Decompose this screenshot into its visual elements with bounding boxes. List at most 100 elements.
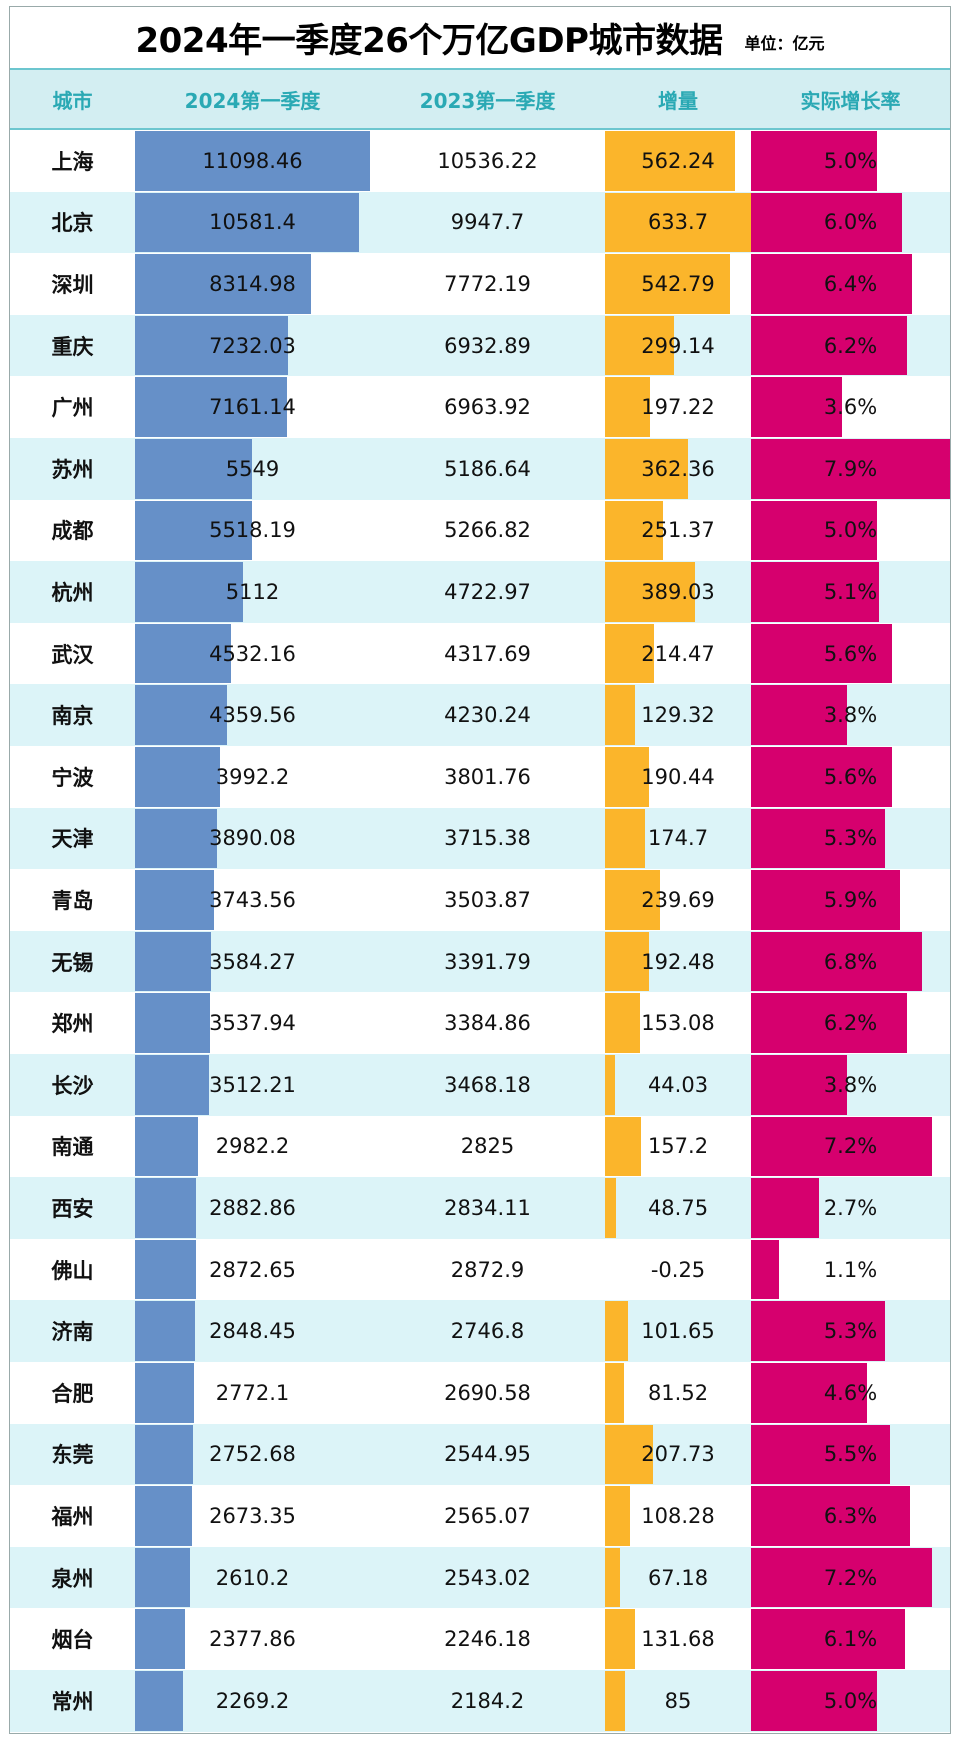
- growth-bar: [751, 1424, 890, 1485]
- increase-label: 239.69: [641, 887, 715, 912]
- q2024-bar: [135, 685, 228, 745]
- q2023-label: 4722.97: [444, 579, 531, 604]
- q2024-label: 3584.27: [209, 949, 296, 974]
- growth-cell: 6.1%: [751, 1608, 950, 1670]
- growth-cell: 5.5%: [751, 1424, 950, 1486]
- increase-cell: 85: [605, 1670, 751, 1732]
- city-label: 南通: [51, 1135, 94, 1160]
- increase-cell: 214.47: [605, 623, 751, 685]
- increase-bar: [605, 192, 751, 253]
- growth-bar: [751, 685, 847, 745]
- table-row: 苏州 5549 5186.64 362.36 7.9%: [10, 438, 950, 500]
- increase-label: 207.73: [641, 1442, 715, 1467]
- growth-cell: 5.6%: [751, 623, 950, 685]
- table-row: 无锡 3584.27 3391.79 192.48 6.8%: [10, 930, 950, 993]
- table-row: 上海 11098.46 10536.22 562.24 5.0%: [10, 130, 950, 192]
- growth-label: 1.1%: [823, 1257, 878, 1282]
- table-row: 北京 10581.4 9947.7 633.7 6.0%: [10, 191, 950, 254]
- increase-bar: [605, 1486, 630, 1546]
- q2024-label: 2882.86: [209, 1195, 296, 1220]
- increase-label: 633.7: [647, 210, 709, 235]
- city-label: 无锡: [51, 950, 94, 975]
- increase-label: 389.03: [641, 579, 715, 604]
- growth-cell: 7.2%: [751, 1116, 950, 1178]
- q2024-label: 3890.08: [209, 826, 296, 851]
- q2023-cell: 2690.58: [370, 1362, 605, 1424]
- city-cell: 郑州: [10, 992, 135, 1054]
- increase-bar: [605, 1301, 629, 1361]
- increase-cell: 362.36: [605, 438, 751, 500]
- q2023-cell: 2834.11: [370, 1177, 605, 1239]
- increase-label: 81.52: [647, 1380, 709, 1405]
- increase-label: 251.37: [641, 518, 715, 543]
- q2024-bar: [135, 808, 218, 869]
- growth-label: 5.9%: [823, 887, 878, 912]
- increase-cell: 251.37: [605, 500, 751, 562]
- increase-cell: 48.75: [605, 1177, 751, 1239]
- q2024-label: 2982.2: [215, 1134, 290, 1159]
- growth-label: 5.3%: [823, 826, 878, 851]
- q2023-cell: 3503.87: [370, 869, 605, 931]
- q2023-cell: 2246.18: [370, 1608, 605, 1670]
- increase-cell: 299.14: [605, 315, 751, 377]
- increase-bar: [605, 1671, 625, 1731]
- increase-bar: [605, 808, 646, 869]
- city-cell: 苏州: [10, 438, 135, 500]
- table-row: 东莞 2752.68 2544.95 207.73 5.5%: [10, 1423, 950, 1486]
- growth-cell: 4.6%: [751, 1362, 950, 1424]
- increase-cell: 67.18: [605, 1547, 751, 1609]
- q2023-label: 2825: [460, 1134, 515, 1159]
- q2023-cell: 4230.24: [370, 684, 605, 746]
- increase-label: 192.48: [641, 949, 715, 974]
- table-row: 佛山 2872.65 2872.9 -0.25 1.1%: [10, 1239, 950, 1301]
- increase-bar: [605, 315, 674, 376]
- growth-bar: [751, 562, 880, 622]
- city-label: 泉州: [51, 1566, 94, 1591]
- q2024-cell: 11098.46: [135, 130, 370, 192]
- q2024-cell: 2752.68: [135, 1424, 370, 1486]
- increase-cell: 542.79: [605, 253, 751, 315]
- q2023-label: 3503.87: [444, 887, 531, 912]
- table-frame: [9, 6, 951, 1734]
- table-row: 深圳 8314.98 7772.19 542.79 6.4%: [10, 253, 950, 315]
- q2023-cell: 2184.2: [370, 1670, 605, 1732]
- q2023-cell: 6963.92: [370, 376, 605, 438]
- increase-label: 48.75: [647, 1195, 709, 1220]
- city-label: 宁波: [51, 765, 94, 790]
- header-q2023: 2023第一季度: [419, 88, 556, 113]
- table-row: 杭州 5112 4722.97 389.03 5.1%: [10, 561, 950, 623]
- growth-label: 5.5%: [823, 1442, 878, 1467]
- q2024-label: 2872.65: [209, 1257, 296, 1282]
- increase-label: 157.2: [647, 1134, 709, 1159]
- q2023-label: 3391.79: [444, 949, 531, 974]
- growth-cell: 6.4%: [751, 253, 950, 315]
- q2023-cell: 2543.02: [370, 1547, 605, 1609]
- q2023-cell: 9947.7: [370, 192, 605, 254]
- city-cell: 东莞: [10, 1424, 135, 1486]
- q2023-label: 5266.82: [444, 518, 531, 543]
- q2024-cell: 5518.19: [135, 500, 370, 562]
- city-cell: 天津: [10, 808, 135, 870]
- q2024-cell: 3890.08: [135, 808, 370, 870]
- q2024-label: 7161.14: [209, 395, 296, 420]
- q2024-label: 3743.56: [209, 887, 296, 912]
- q2024-bar: [135, 131, 370, 191]
- city-label: 武汉: [51, 642, 94, 667]
- title-bar: 2024年一季度26个万亿GDP城市数据 单位：亿元: [0, 6, 960, 68]
- table-row: 济南 2848.45 2746.8 101.65 5.3%: [10, 1300, 950, 1362]
- q2024-bar: [135, 315, 289, 376]
- q2024-label: 4359.56: [209, 703, 296, 728]
- q2024-label: 5518.19: [209, 518, 296, 543]
- increase-label: 174.7: [647, 826, 709, 851]
- city-cell: 烟台: [10, 1608, 135, 1670]
- table-row: 武汉 4532.16 4317.69 214.47 5.6%: [10, 623, 950, 685]
- q2024-bar: [135, 931, 211, 992]
- table-row: 天津 3890.08 3715.38 174.7 5.3%: [10, 807, 950, 870]
- growth-bar: [751, 192, 903, 253]
- table-row: 福州 2673.35 2565.07 108.28 6.3%: [10, 1485, 950, 1547]
- growth-bar: [751, 623, 893, 684]
- q2024-bar: [135, 870, 215, 930]
- unit-label: 单位：亿元: [744, 34, 825, 53]
- city-cell: 北京: [10, 192, 135, 254]
- increase-bar: [605, 1547, 621, 1608]
